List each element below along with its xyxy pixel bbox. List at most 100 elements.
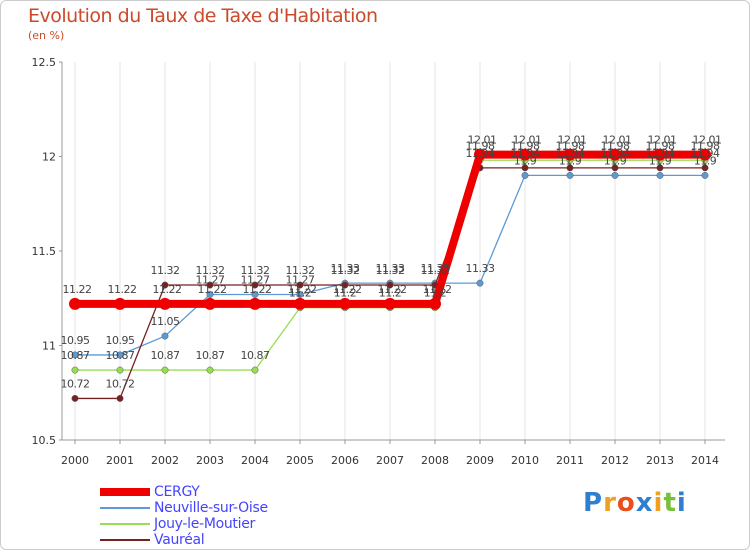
data-point [206, 281, 214, 289]
data-label: 11.98 [466, 139, 495, 152]
data-label: 11.9 [559, 154, 582, 167]
data-point [114, 297, 126, 310]
legend-label: Neuville-sur-Oise [154, 500, 268, 516]
data-label: 11.9 [649, 154, 672, 167]
data-label: 11.22 [423, 283, 452, 296]
legend-item: Jouy-le-Moutier [100, 516, 268, 532]
data-label: 10.87 [196, 349, 225, 362]
data-point [611, 171, 619, 179]
data-label: 11.98 [601, 139, 630, 152]
data-label: 11.32 [196, 264, 225, 277]
data-label: 10.87 [241, 349, 270, 362]
chart-title: Evolution du Taux de Taxe d'Habitation [28, 5, 378, 27]
data-point [296, 291, 304, 298]
data-point [71, 394, 79, 402]
data-label: 11.22 [63, 283, 92, 296]
x-tick-label: 2004 [241, 454, 269, 467]
legend-swatch [100, 523, 150, 525]
data-label: 11.22 [378, 283, 407, 296]
data-point [116, 366, 124, 374]
data-label: 11.33 [331, 262, 360, 275]
data-point [654, 148, 666, 161]
legend-swatch [100, 539, 150, 541]
data-label: 12.01 [603, 134, 632, 147]
data-label: 11.98 [556, 139, 585, 152]
data-label: 10.87 [151, 349, 180, 362]
logo-letter: x [635, 488, 654, 518]
data-point [71, 366, 79, 374]
data-point [474, 148, 486, 161]
data-point [699, 148, 711, 161]
data-label: 11.32 [151, 264, 180, 277]
legend-swatch [100, 507, 150, 509]
logo-letter: i [653, 488, 664, 518]
data-point [161, 366, 169, 374]
x-tick-label: 2013 [646, 454, 674, 467]
data-label: 11.94 [511, 147, 540, 160]
x-tick-label: 2000 [61, 454, 89, 467]
data-label: 10.87 [106, 349, 135, 362]
data-label: 12.01 [693, 134, 722, 147]
data-point [429, 297, 441, 310]
data-point [519, 148, 531, 161]
legend-swatch [100, 488, 150, 496]
data-label: 11.33 [421, 262, 450, 275]
data-point [116, 351, 124, 359]
data-point [206, 291, 214, 298]
data-label: 11.27 [286, 273, 315, 286]
data-point [564, 148, 576, 161]
data-point [251, 281, 259, 289]
x-tick-label: 2003 [196, 454, 224, 467]
data-point [161, 281, 169, 289]
data-label: 11.98 [511, 139, 540, 152]
data-point [656, 171, 664, 179]
data-label: 11.22 [243, 283, 272, 296]
data-label: 11.94 [646, 147, 675, 160]
proxiti-logo: Proxiti [583, 488, 687, 518]
logo-letter: P [583, 488, 604, 518]
data-point [296, 281, 304, 289]
data-label: 11.98 [691, 139, 720, 152]
data-point [251, 291, 259, 298]
data-point [609, 148, 621, 161]
x-tick-label: 2009 [466, 454, 494, 467]
legend-item: CERGY [100, 484, 268, 500]
data-point [566, 171, 574, 179]
data-point [611, 164, 619, 172]
legend-item: Neuville-sur-Oise [100, 500, 268, 516]
data-label: 12.01 [558, 134, 587, 147]
data-label: 11.94 [691, 147, 720, 160]
data-point [251, 366, 259, 374]
data-label: 11.22 [198, 283, 227, 296]
data-label: 11.32 [376, 264, 405, 277]
x-tick-label: 2006 [331, 454, 359, 467]
y-tick-label: 11 [42, 340, 56, 353]
x-tick-label: 2008 [421, 454, 449, 467]
data-label: 11.05 [151, 315, 180, 328]
data-label: 11.27 [241, 273, 270, 286]
data-point [206, 366, 214, 374]
data-label: 11.2 [334, 287, 357, 300]
logo-letter: r [603, 488, 617, 518]
legend-label: CERGY [154, 484, 200, 500]
y-tick-label: 12.5 [32, 56, 57, 69]
data-point [566, 164, 574, 172]
data-label: 11.22 [108, 283, 137, 296]
data-label: 11.9 [514, 154, 537, 167]
data-point [476, 279, 484, 287]
data-label: 11.27 [196, 273, 225, 286]
data-point [204, 297, 216, 310]
logo-letter: t [663, 488, 677, 518]
data-label: 11.32 [241, 264, 270, 277]
data-label: 11.2 [289, 287, 312, 300]
y-tick-label: 12 [42, 151, 56, 164]
data-label: 11.2 [424, 287, 447, 300]
x-tick-label: 2014 [691, 454, 719, 467]
data-point [521, 164, 529, 172]
x-tick-label: 2005 [286, 454, 314, 467]
x-tick-label: 2002 [151, 454, 179, 467]
data-point [69, 297, 81, 310]
x-tick-label: 2010 [511, 454, 539, 467]
data-point [701, 171, 709, 179]
